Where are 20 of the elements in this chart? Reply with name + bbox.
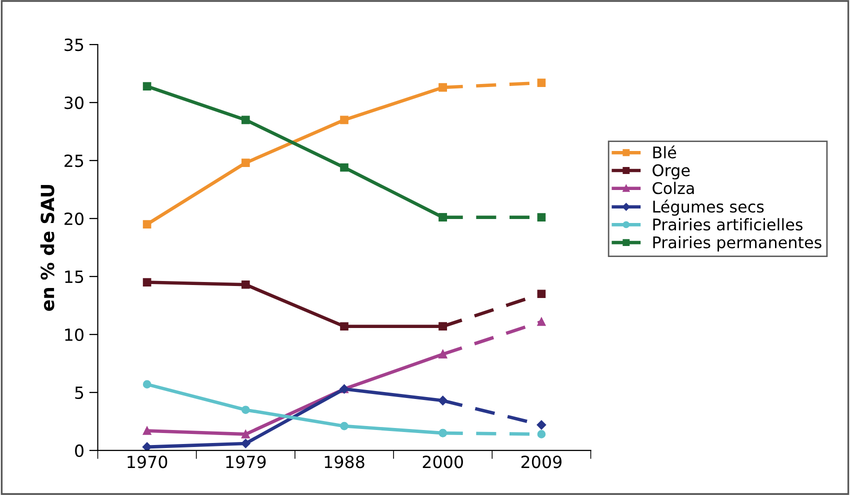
- legend-label: Orge: [652, 164, 690, 180]
- legend-label: Prairies permanentes: [653, 236, 822, 252]
- x-tick-label: 2009: [521, 456, 562, 468]
- legend-label: Prairies artificielles: [653, 218, 802, 231]
- legend-label: Blé: [653, 145, 676, 158]
- y-tick-label: 0: [75, 444, 84, 458]
- y-tick-label: 5: [75, 386, 84, 400]
- x-tick-label: 1970: [128, 456, 168, 468]
- y-tick-label: 30: [64, 96, 84, 110]
- y-tick-label: 35: [64, 38, 84, 52]
- y-axis-title: en % de SAU: [40, 185, 54, 311]
- legend-label: Colza: [652, 182, 694, 194]
- y-tick-label: 10: [65, 328, 84, 342]
- x-tick-label: 1988: [324, 456, 364, 468]
- x-tick-label: 1979: [226, 456, 266, 468]
- y-tick-label: 15: [65, 270, 84, 284]
- y-tick-label: 25: [64, 154, 84, 168]
- x-tick-label: 2000: [422, 456, 463, 468]
- y-tick-label: 20: [64, 212, 84, 226]
- legend-label: Légumes secs: [653, 200, 764, 216]
